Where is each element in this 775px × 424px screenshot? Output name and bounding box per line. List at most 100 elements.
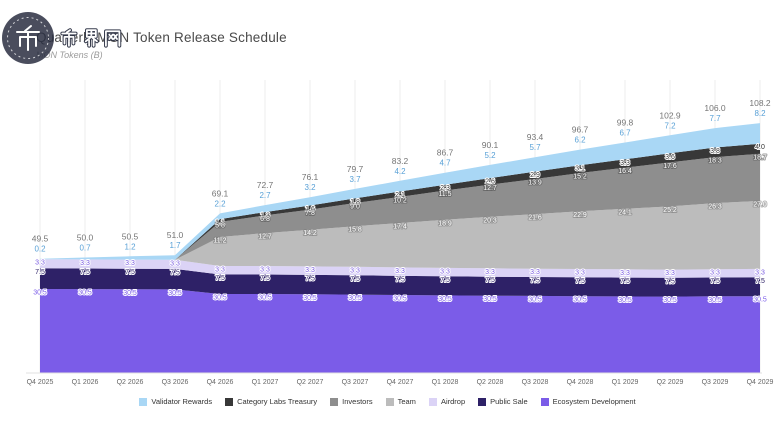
legend-item-ecosystem-development: Ecosystem Development: [540, 397, 636, 406]
legend-label: Investors: [342, 397, 373, 406]
label-airdrop: 3.3: [260, 266, 270, 273]
area-category-labs-treasury: [40, 143, 760, 260]
label-team: 20.3: [483, 217, 497, 224]
total-label: 86.7: [437, 148, 454, 158]
label-validator-rewards: 5.7: [529, 143, 541, 152]
x-axis-label: Q4 2029: [747, 379, 774, 386]
x-axis-label: Q4 2028: [567, 379, 594, 386]
total-label: 49.5: [32, 234, 49, 244]
label-airdrop: 3.3: [665, 270, 675, 277]
area-public-sale: [40, 268, 760, 297]
label-validator-rewards: 2.7: [259, 191, 271, 200]
total-label: 76.1: [302, 172, 319, 182]
x-axis-label: Q4 2026: [207, 379, 234, 386]
label-airdrop: 3.3: [35, 260, 45, 267]
x-axis-label: Q2 2028: [477, 379, 504, 386]
legend-item-validator-rewards: Validator Rewards: [139, 397, 212, 406]
label-airdrop: 3.3: [530, 269, 540, 276]
x-axis-label: Q4 2027: [387, 379, 414, 386]
legend-swatch-validator-rewards: [139, 397, 148, 406]
label-ecosystem-development: 30.5: [33, 289, 47, 296]
legend-label: Category Labs Treasury: [237, 397, 318, 406]
label-category-labs-treasury: 2.3: [440, 185, 450, 192]
label-investors: 11.5: [438, 191, 451, 198]
label-validator-rewards: 4.2: [394, 167, 406, 176]
label-team: 14.2: [303, 230, 317, 237]
label-ecosystem-development: 30.5: [258, 294, 272, 301]
area-investors: [40, 153, 760, 260]
x-axis-label: Q2 2029: [657, 379, 684, 386]
label-airdrop: 3.3: [485, 269, 495, 276]
label-airdrop: 3.3: [215, 266, 225, 273]
x-axis-label: Q3 2028: [522, 379, 549, 386]
label-category-labs-treasury: 1.3: [260, 213, 270, 220]
area-airdrop: [40, 259, 760, 278]
label-airdrop: 3.3: [620, 270, 630, 277]
label-ecosystem-development: 30.5: [348, 295, 362, 302]
label-team: 11.2: [213, 237, 226, 244]
label-team: 25.2: [663, 207, 677, 214]
label-airdrop: 3.3: [170, 260, 180, 267]
watermark-ring: [7, 17, 49, 59]
label-validator-rewards: 4.7: [439, 159, 451, 168]
legend-label: Ecosystem Development: [552, 397, 636, 406]
label-validator-rewards: 0.7: [79, 244, 91, 253]
label-public-sale: 7.5: [665, 278, 675, 285]
x-axis-label: Q1 2026: [72, 379, 99, 386]
legend-swatch-airdrop: [428, 397, 437, 406]
label-team: 15.8: [348, 227, 362, 234]
label-ecosystem-development: 30.5: [123, 290, 137, 297]
label-category-labs-treasury: 3.6: [665, 154, 675, 161]
label-category-labs-treasury: 2.9: [530, 172, 540, 179]
legend-swatch-public-sale: [478, 397, 487, 406]
label-public-sale: 7.5: [35, 269, 45, 276]
label-airdrop: 3.3: [80, 260, 90, 267]
legend-swatch-ecosystem-development: [540, 397, 549, 406]
total-label: 108.2: [749, 98, 771, 108]
label-validator-rewards: 5.2: [484, 151, 496, 160]
label-category-labs-treasury: 1.6: [305, 206, 315, 213]
label-ecosystem-development: 30.5: [438, 296, 452, 303]
legend-item-airdrop: Airdrop: [428, 397, 465, 406]
total-label: 90.1: [482, 140, 499, 150]
label-public-sale: 7.5: [260, 275, 270, 282]
label-investors: 10.2: [393, 197, 407, 204]
label-ecosystem-development: 30.5: [168, 290, 182, 297]
label-category-labs-treasury: 2.6: [485, 179, 495, 186]
label-validator-rewards: 1.7: [169, 241, 181, 250]
label-validator-rewards: 3.7: [349, 175, 361, 184]
chart-legend: Validator Rewards Category Labs Treasury I…: [0, 397, 775, 406]
legend-swatch-team: [385, 397, 394, 406]
label-team: 27.0: [753, 201, 767, 208]
label-team: 21.6: [528, 215, 542, 222]
label-team: 12.7: [258, 234, 272, 241]
label-investors: 12.7: [483, 185, 497, 192]
legend-label: Team: [397, 397, 416, 406]
total-label: 79.7: [347, 164, 364, 174]
label-ecosystem-development: 30.5: [528, 296, 542, 303]
x-axis-label: Q3 2029: [702, 379, 729, 386]
label-investors: 18.7: [753, 154, 767, 161]
label-investors: 18.3: [708, 158, 722, 165]
label-category-labs-treasury: 3.3: [620, 160, 630, 167]
label-team: 22.9: [573, 212, 587, 219]
label-validator-rewards: 3.2: [304, 183, 316, 192]
x-axis-label: Q3 2026: [162, 379, 189, 386]
legend-label: Public Sale: [490, 397, 528, 406]
label-investors: 7.8: [305, 210, 315, 217]
label-category-labs-treasury: 3.8: [710, 148, 720, 155]
label-public-sale: 7.5: [755, 278, 765, 285]
area-team: [40, 200, 760, 270]
x-axis-label: Q1 2028: [432, 379, 459, 386]
label-investors: 9.0: [350, 204, 360, 211]
label-team: 17.4: [393, 223, 407, 230]
label-airdrop: 3.3: [755, 269, 765, 276]
label-public-sale: 7.5: [305, 275, 315, 282]
total-label: 50.0: [77, 233, 94, 243]
label-public-sale: 7.5: [215, 275, 225, 282]
label-investors: 6.8: [260, 216, 270, 223]
label-validator-rewards: 6.7: [619, 128, 631, 137]
total-label: 83.2: [392, 156, 409, 166]
total-label: 96.7: [572, 125, 589, 135]
